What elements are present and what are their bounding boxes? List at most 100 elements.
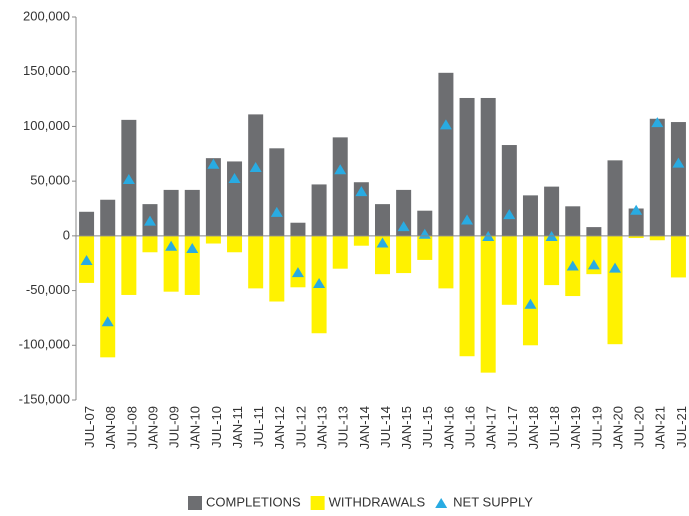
- x-tick-label: JAN-20: [610, 406, 625, 449]
- bar: [586, 235, 602, 275]
- net-marker: [461, 214, 474, 225]
- x-tick-label: JAN-10: [188, 406, 203, 449]
- bar: [544, 235, 560, 286]
- x-tick-label: JAN-16: [441, 406, 456, 449]
- bar: [311, 184, 327, 236]
- bar: [649, 235, 665, 241]
- x-tick-label: JAN-11: [230, 406, 245, 448]
- bar: [100, 235, 116, 358]
- legend-label: WITHDRAWALS: [329, 494, 426, 509]
- bar: [670, 235, 686, 278]
- x-tick-label: JUL-10: [209, 406, 224, 448]
- bar: [396, 189, 412, 236]
- bar: [205, 158, 221, 236]
- x-tick-label: JUL-13: [336, 406, 351, 448]
- x-tick-label: JUL-20: [632, 406, 647, 448]
- bar: [375, 204, 390, 236]
- bar: [248, 114, 264, 236]
- x-tick-label: JUL-14: [378, 406, 393, 448]
- bar: [227, 161, 243, 236]
- y-tick-label: 0: [63, 227, 70, 242]
- x-tick-label: JUL-08: [124, 406, 139, 448]
- x-tick-label: JAN-14: [357, 406, 372, 449]
- bar: [227, 235, 243, 253]
- net-marker: [291, 267, 304, 278]
- bar: [163, 189, 179, 236]
- bar: [269, 148, 285, 236]
- net-marker: [524, 298, 537, 309]
- legend-swatch: [310, 496, 325, 510]
- bar: [269, 235, 285, 302]
- bar: [501, 145, 517, 236]
- net-marker: [439, 119, 452, 130]
- bar: [607, 235, 623, 345]
- x-tick-label: JAN-17: [484, 406, 499, 449]
- bar: [480, 97, 496, 236]
- x-tick-label: JAN-09: [145, 406, 160, 449]
- net-marker: [165, 240, 178, 251]
- net-marker: [249, 162, 262, 173]
- x-tick-label: JUL-07: [82, 406, 97, 448]
- net-marker: [376, 237, 389, 248]
- bar: [628, 208, 644, 236]
- net-marker: [228, 172, 241, 183]
- y-tick-label: -50,000: [26, 282, 70, 297]
- bar: [480, 235, 496, 373]
- x-tick-label: JUL-11: [251, 406, 266, 447]
- net-marker: [630, 204, 643, 215]
- y-tick-label: 100,000: [23, 118, 70, 133]
- bar: [459, 235, 475, 357]
- bar: [353, 235, 369, 246]
- net-marker: [651, 117, 664, 128]
- y-tick-label: 200,000: [23, 8, 70, 23]
- legend-swatch: [188, 496, 202, 510]
- bar: [607, 160, 623, 236]
- net-marker: [207, 158, 220, 169]
- net-marker: [313, 278, 326, 289]
- net-marker: [101, 316, 114, 327]
- net-marker: [122, 174, 135, 185]
- net-marker: [609, 262, 622, 273]
- bar: [501, 235, 517, 305]
- bar: [522, 235, 538, 346]
- bar: [205, 235, 221, 244]
- y-tick-label: -150,000: [19, 391, 70, 406]
- bar: [565, 206, 581, 236]
- bar: [184, 189, 200, 236]
- y-tick-label: 150,000: [23, 63, 70, 78]
- legend-label: NET SUPPLY: [453, 494, 533, 509]
- net-marker: [334, 164, 347, 175]
- bar: [100, 199, 116, 236]
- net-marker: [186, 242, 199, 253]
- x-tick-label: JUL-19: [589, 406, 604, 448]
- bar: [396, 235, 412, 274]
- bar: [121, 235, 137, 295]
- x-tick-label: JUL-09: [167, 406, 182, 448]
- x-tick-label: JAN-18: [526, 406, 541, 449]
- x-tick-label: JUL-16: [462, 406, 477, 448]
- net-marker: [503, 209, 516, 220]
- bar: [142, 235, 158, 253]
- net-marker: [355, 186, 368, 197]
- bar: [544, 186, 560, 236]
- x-tick-label: JUL-18: [547, 406, 562, 448]
- x-tick-label: JAN-19: [568, 406, 583, 449]
- net-marker: [270, 206, 283, 217]
- bar: [522, 195, 538, 236]
- x-tick-label: JAN-12: [272, 406, 287, 449]
- bar: [586, 227, 602, 236]
- bar: [670, 122, 686, 236]
- bar: [459, 97, 475, 236]
- bar: [438, 72, 454, 236]
- net-marker: [397, 221, 410, 232]
- bar: [332, 137, 348, 236]
- net-marker: [566, 260, 579, 271]
- bar: [649, 118, 665, 236]
- bar: [417, 235, 433, 260]
- x-tick-label: JUL-12: [293, 406, 308, 448]
- bar: [332, 235, 348, 269]
- x-tick-label: JUL-15: [420, 406, 435, 448]
- bar: [417, 210, 433, 236]
- net-marker: [80, 255, 93, 266]
